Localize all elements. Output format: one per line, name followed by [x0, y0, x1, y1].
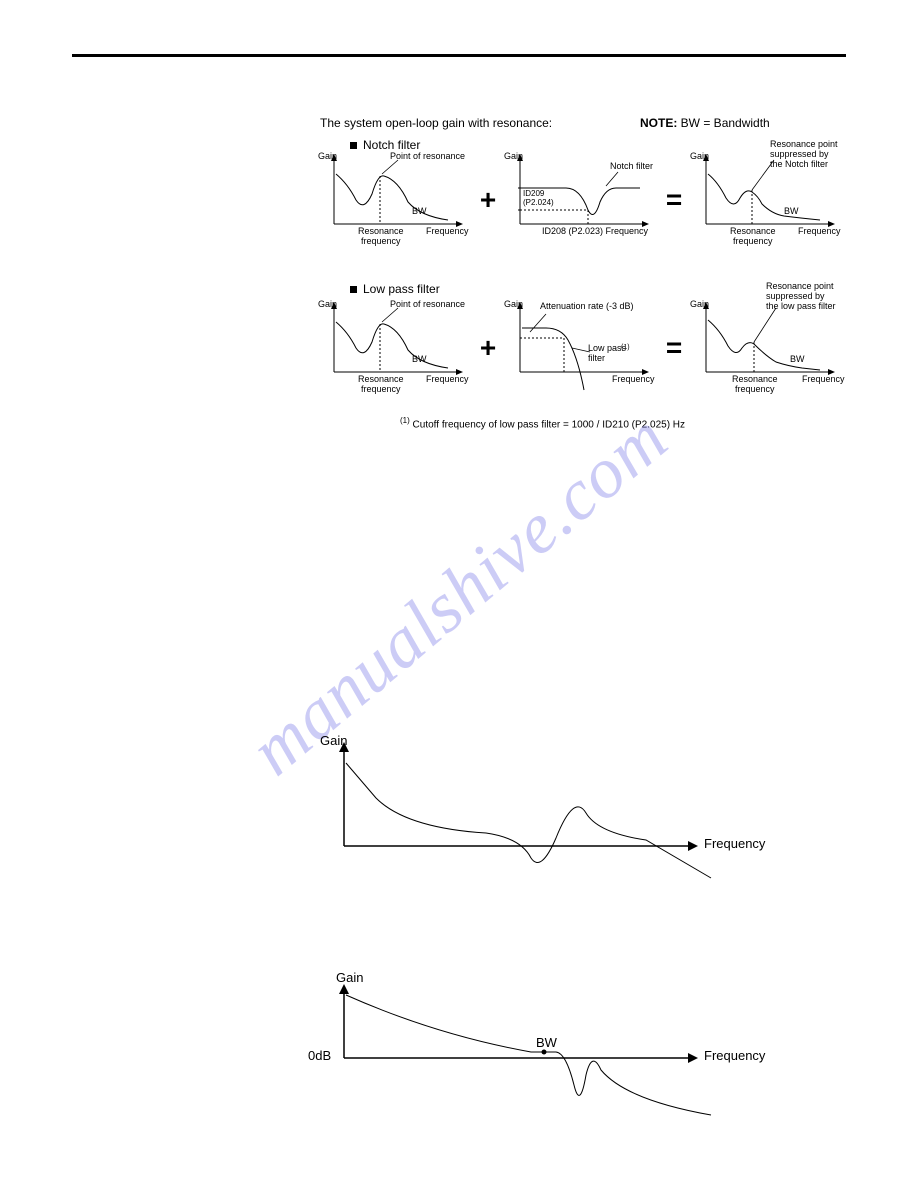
lp-right-plot: Gain Resonance point suppressed by the l…	[692, 300, 842, 395]
notch-section-label: Notch filter	[350, 138, 420, 152]
resonance-chart-2: Gain 0dB BW Frequency	[316, 980, 746, 1145]
equals-op: =	[662, 184, 686, 216]
notch-mid-plot: Gain Notch filter ID209 (P2.024) ID208 (…	[506, 152, 656, 247]
intro-text: The system open-loop gain with resonance…	[320, 116, 552, 130]
equals-op-2: =	[662, 332, 686, 364]
note-text: NOTE: BW = Bandwidth	[640, 116, 770, 130]
lowpass-section-label: Low pass filter	[350, 282, 440, 296]
lp-mid-plot: Gain Attenuation rate (-3 dB) Low pass f…	[506, 300, 656, 395]
lp-left-plot: Gain Point of resonance BW Frequency Res…	[320, 300, 470, 395]
notch-left-plot: Gain Point of resonance BW Frequency Res…	[320, 152, 470, 247]
footnote: (1) Cutoff frequency of low pass filter …	[400, 416, 685, 430]
plus-op-2: +	[476, 332, 500, 364]
resonance-chart-1: Gain Frequency	[316, 738, 746, 913]
watermark: manualshive.com	[234, 396, 683, 792]
notch-right-plot: Gain Resonance point suppressed by the N…	[692, 152, 842, 247]
plus-op: +	[476, 184, 500, 216]
